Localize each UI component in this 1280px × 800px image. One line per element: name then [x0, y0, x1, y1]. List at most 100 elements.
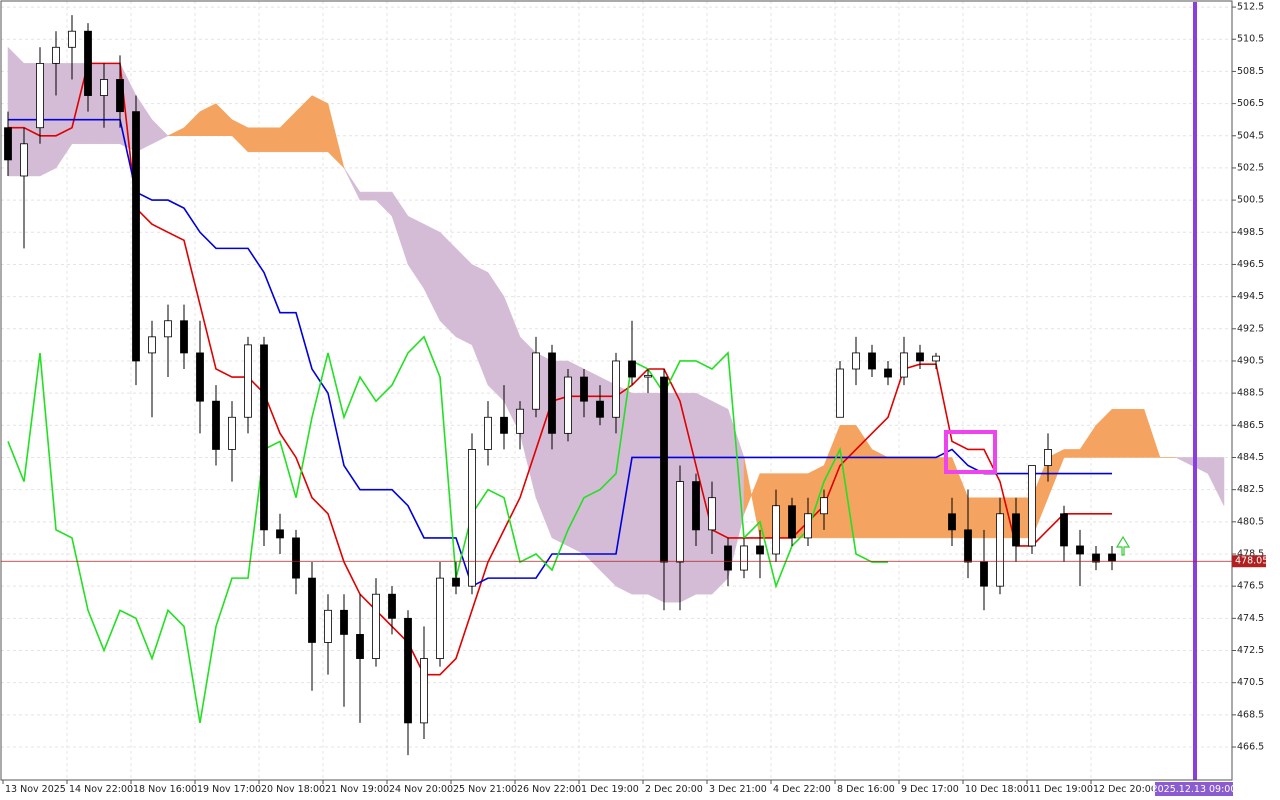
cloud-segment — [839, 425, 857, 539]
indicator-line — [8, 62, 1112, 676]
y-tick-label: 492.5 — [1237, 323, 1264, 334]
y-tick-label: 506.5 — [1237, 98, 1264, 109]
candle-body — [612, 360, 620, 418]
candles — [4, 15, 1116, 756]
candle-body — [212, 400, 220, 450]
candle-body — [164, 320, 172, 338]
candle-body — [20, 143, 28, 177]
candle-body — [804, 513, 812, 539]
y-tick-label: 474.5 — [1237, 613, 1264, 624]
candle-body — [692, 481, 700, 531]
candle-body — [820, 497, 828, 515]
y-tick-label: 494.5 — [1237, 291, 1264, 302]
last-price-label: 478.05 — [1235, 556, 1268, 567]
cloud-segment — [439, 231, 457, 338]
y-tick-label: 508.5 — [1237, 66, 1264, 77]
candle-body — [948, 513, 956, 531]
highlight-box — [944, 430, 997, 474]
cloud-segment — [1063, 449, 1081, 458]
y-tick-label: 486.5 — [1237, 420, 1264, 431]
candle-body — [852, 352, 860, 370]
x-tick-label: 8 Dec 16:00 — [837, 784, 895, 795]
grid — [1, 1, 1232, 780]
candle-body — [788, 505, 796, 539]
candle-body — [1108, 553, 1116, 562]
cloud-segment — [151, 119, 169, 145]
x-tick-label: 21 Nov 19:00 — [325, 784, 389, 795]
candle-body — [580, 376, 588, 402]
x-tick-label: 10 Dec 18:00 — [965, 784, 1029, 795]
y-tick-label: 500.5 — [1237, 195, 1264, 206]
candle-body — [564, 376, 572, 434]
cursor-time: 2025.12.13 09:00 — [1152, 784, 1237, 795]
x-tick-label: 20 Nov 18:00 — [261, 784, 325, 795]
indicator-line — [7, 335, 888, 724]
plot-frame — [0, 0, 1233, 781]
candle-body — [292, 537, 300, 579]
cloud-segment — [359, 191, 377, 201]
candle-body — [452, 577, 460, 587]
indicator-line — [8, 118, 1112, 588]
candle-body — [996, 513, 1004, 587]
candle-body — [500, 416, 508, 434]
y-tick-label: 480.5 — [1237, 516, 1264, 527]
y-tick-label: 470.5 — [1237, 677, 1264, 688]
y-tick-label: 468.5 — [1237, 709, 1264, 720]
candle-body — [644, 375, 652, 378]
candle-body — [372, 593, 380, 659]
last-price-box — [1232, 555, 1266, 568]
candle-body — [436, 577, 444, 659]
y-tick-label: 472.5 — [1237, 645, 1264, 656]
x-tick-label: 18 Nov 16:00 — [133, 784, 197, 795]
candle-body — [388, 593, 396, 619]
cloud-segment — [1111, 408, 1129, 458]
candle-body — [660, 376, 668, 563]
candle-body — [1044, 449, 1052, 466]
x-tick-label: 13 Nov 2025 — [5, 784, 66, 795]
y-tick-label: 476.5 — [1237, 581, 1264, 592]
y-tick-label: 490.5 — [1237, 355, 1264, 366]
candle-body — [1012, 513, 1020, 547]
x-tick-label: 1 Dec 19:00 — [581, 784, 639, 795]
y-tick-label: 510.5 — [1237, 34, 1264, 45]
candle-body — [356, 634, 364, 659]
candle-body — [532, 352, 540, 410]
candle-body — [308, 577, 316, 643]
y-tick-label: 466.5 — [1237, 742, 1264, 753]
cloud-segment — [311, 95, 329, 153]
cloud-segment — [871, 449, 889, 539]
candle-body — [868, 352, 876, 370]
y-tick-label: 482.5 — [1237, 484, 1264, 495]
y-tick-label: 504.5 — [1237, 130, 1264, 141]
x-tick-label: 4 Dec 22:00 — [773, 784, 831, 795]
buy-arrow — [1115, 535, 1131, 556]
y-tick-label: 478.5 — [1237, 548, 1264, 559]
candle-body — [132, 111, 140, 362]
candle-body — [52, 46, 60, 64]
y-tick-label: 496.5 — [1237, 259, 1264, 270]
cloud-segment — [919, 457, 937, 539]
x-tick-label: 2 Dec 20:00 — [645, 784, 703, 795]
candle-body — [276, 529, 284, 539]
y-tick-label: 498.5 — [1237, 227, 1264, 238]
x-tick-label: 26 Nov 22:00 — [517, 784, 581, 795]
y-tick-label: 512.5 — [1237, 2, 1264, 13]
x-tick-label: 9 Dec 17:00 — [901, 784, 959, 795]
candle-body — [548, 352, 556, 434]
candle-body — [884, 368, 892, 378]
cloud-segment — [1143, 409, 1161, 458]
candle-body — [116, 79, 124, 113]
candle-body — [724, 545, 732, 571]
x-tick-label: 19 Nov 17:00 — [197, 784, 261, 795]
candle-body — [964, 529, 972, 563]
candle-body — [628, 360, 636, 378]
candle-body — [228, 416, 236, 450]
candle-body — [836, 368, 844, 418]
candle-body — [596, 400, 604, 418]
x-tick-label: 3 Dec 21:00 — [709, 784, 767, 795]
y-tick-label: 484.5 — [1237, 452, 1264, 463]
candle-body — [916, 352, 924, 362]
x-tick-label: 12 Dec 20:00 — [1093, 784, 1157, 795]
